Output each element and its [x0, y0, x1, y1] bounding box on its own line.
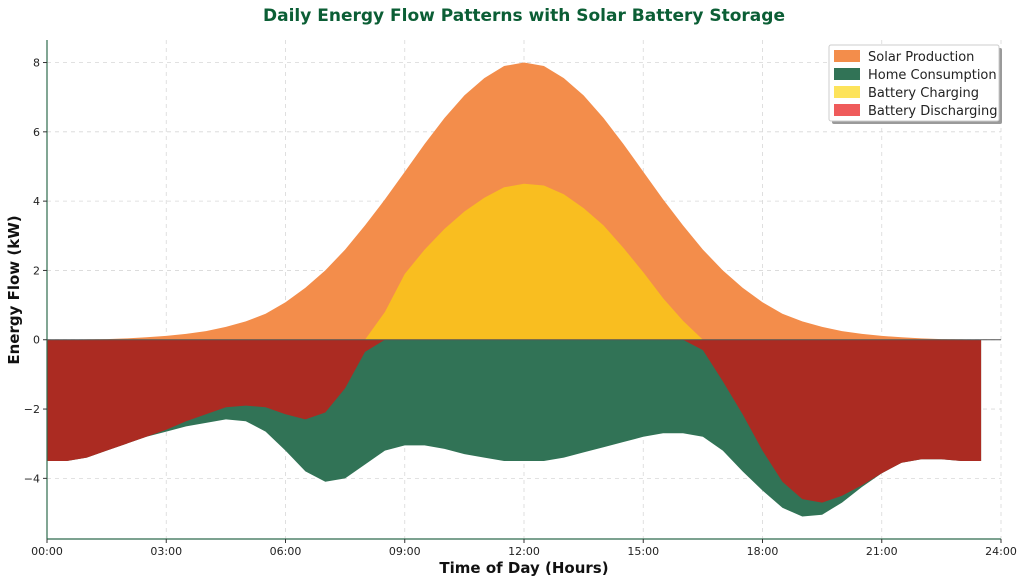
x-tick-label: 09:00 [389, 545, 421, 558]
legend: Solar Production Home Consumption Batter… [828, 44, 1002, 124]
legend-swatch-charging [834, 86, 860, 98]
x-tick-label: 00:00 [31, 545, 63, 558]
legend-swatch-discharging [834, 104, 860, 116]
y-axis-label: Energy Flow (kW) [5, 215, 23, 364]
legend-swatch-solar [834, 50, 860, 62]
legend-label-solar: Solar Production [868, 50, 974, 65]
chart-title: Daily Energy Flow Patterns with Solar Ba… [263, 6, 785, 26]
legend-swatch-home [834, 68, 860, 80]
legend-box [828, 44, 1000, 122]
x-tick-label: 12:00 [508, 545, 540, 558]
x-tick-label: 15:00 [627, 545, 659, 558]
x-tick-label: 06:00 [270, 545, 302, 558]
y-tick-label: 8 [33, 57, 40, 70]
x-tick-label: 03:00 [150, 545, 182, 558]
y-tick-label: 2 [33, 264, 40, 277]
x-tick-label: 24:00 [985, 545, 1017, 558]
legend-label-discharging: Battery Discharging [868, 104, 997, 119]
area-battery-charging [47, 183, 982, 340]
y-tick-label: 6 [33, 126, 40, 139]
area-battery-discharging [47, 339, 982, 503]
y-tick-label: 4 [33, 195, 40, 208]
x-axis-ticks: 00:00 03:00 06:00 09:00 12:00 15:00 18:00 21:00… [31, 539, 1017, 558]
x-tick-label: 21:00 [866, 545, 898, 558]
x-tick-label: 18:00 [747, 545, 779, 558]
y-tick-label: −2 [24, 403, 40, 416]
y-axis-ticks: −4 −2 0 2 4 6 8 [24, 57, 47, 485]
y-tick-label: −4 [24, 472, 40, 485]
area-series [47, 62, 982, 517]
legend-label-charging: Battery Charging [868, 86, 979, 101]
legend-label-home: Home Consumption [868, 68, 997, 83]
x-axis-label: Time of Day (Hours) [439, 559, 608, 577]
y-tick-label: 0 [33, 334, 40, 347]
